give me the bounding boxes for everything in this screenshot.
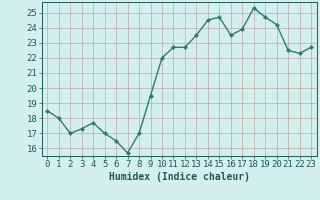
X-axis label: Humidex (Indice chaleur): Humidex (Indice chaleur) <box>109 172 250 182</box>
